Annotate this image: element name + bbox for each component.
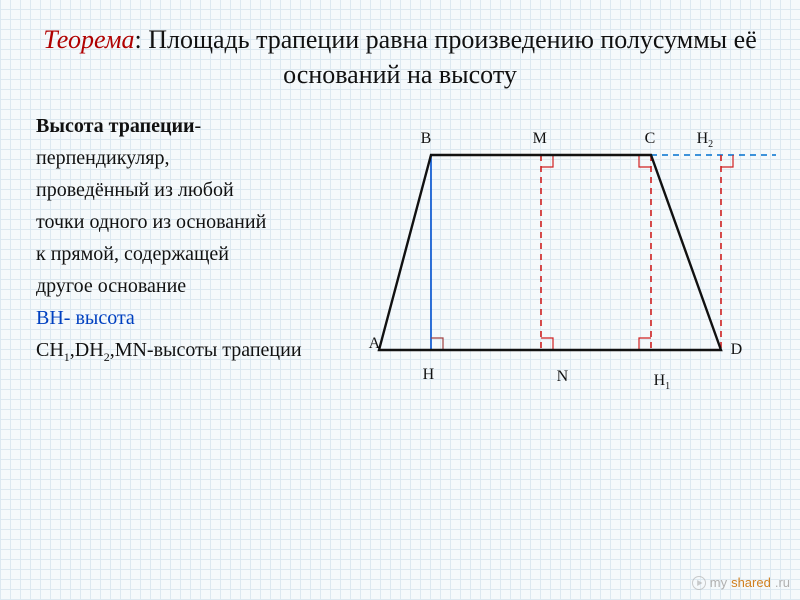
wm-ru: .ru [775, 575, 790, 590]
label-H1: H1 [654, 372, 671, 392]
label-C: C [645, 130, 656, 148]
play-icon [692, 576, 706, 590]
label-H2-s: 2 [708, 139, 713, 150]
label-B: B [421, 130, 432, 148]
diagram-svg [361, 110, 781, 410]
def-line-5: к прямой, содержащей [36, 238, 361, 270]
title-prefix: Теорема [43, 25, 134, 54]
label-N: N [557, 368, 569, 386]
def-line-6: другое основание [36, 270, 361, 302]
label-H1-s: 1 [665, 381, 670, 392]
def-line-4: точки одного из оснований [36, 206, 361, 238]
trapezoid-diagram: B M C H2 A D H N H1 [361, 110, 780, 460]
label-M: M [533, 130, 547, 148]
l8c: ,MN [110, 339, 147, 361]
definition-text: Высота трапеции- перпендикуляр, проведён… [36, 110, 361, 460]
def-line-7: ВН- высота [36, 302, 361, 334]
def-term: Высота трапеции [36, 115, 195, 137]
label-H2: H2 [697, 130, 714, 150]
label-H1-t: H [654, 372, 666, 389]
l8d: -высоты трапеции [147, 339, 302, 361]
def-line-2: перпендикуляр, [36, 142, 361, 174]
l8b: ,DH [70, 339, 104, 361]
watermark: my shared .ru [692, 575, 790, 590]
label-H: H [423, 366, 435, 384]
label-A: A [369, 335, 381, 353]
wm-shared: shared [731, 575, 771, 590]
label-D: D [731, 341, 743, 359]
def-line-1: Высота трапеции- [36, 110, 361, 142]
label-H2-t: H [697, 130, 709, 147]
def-line-8: СН1,DH2,MN-высоты трапеции [36, 334, 361, 367]
l8a: СН [36, 339, 64, 361]
title-rest: : Площадь трапеции равна произведению по… [134, 25, 756, 89]
theorem-title: Теорема: Площадь трапеции равна произвед… [0, 0, 800, 100]
content-row: Высота трапеции- перпендикуляр, проведён… [0, 100, 800, 460]
wm-my: my [710, 575, 727, 590]
def-dash: - [195, 115, 202, 137]
def-line-3: проведённый из любой [36, 174, 361, 206]
